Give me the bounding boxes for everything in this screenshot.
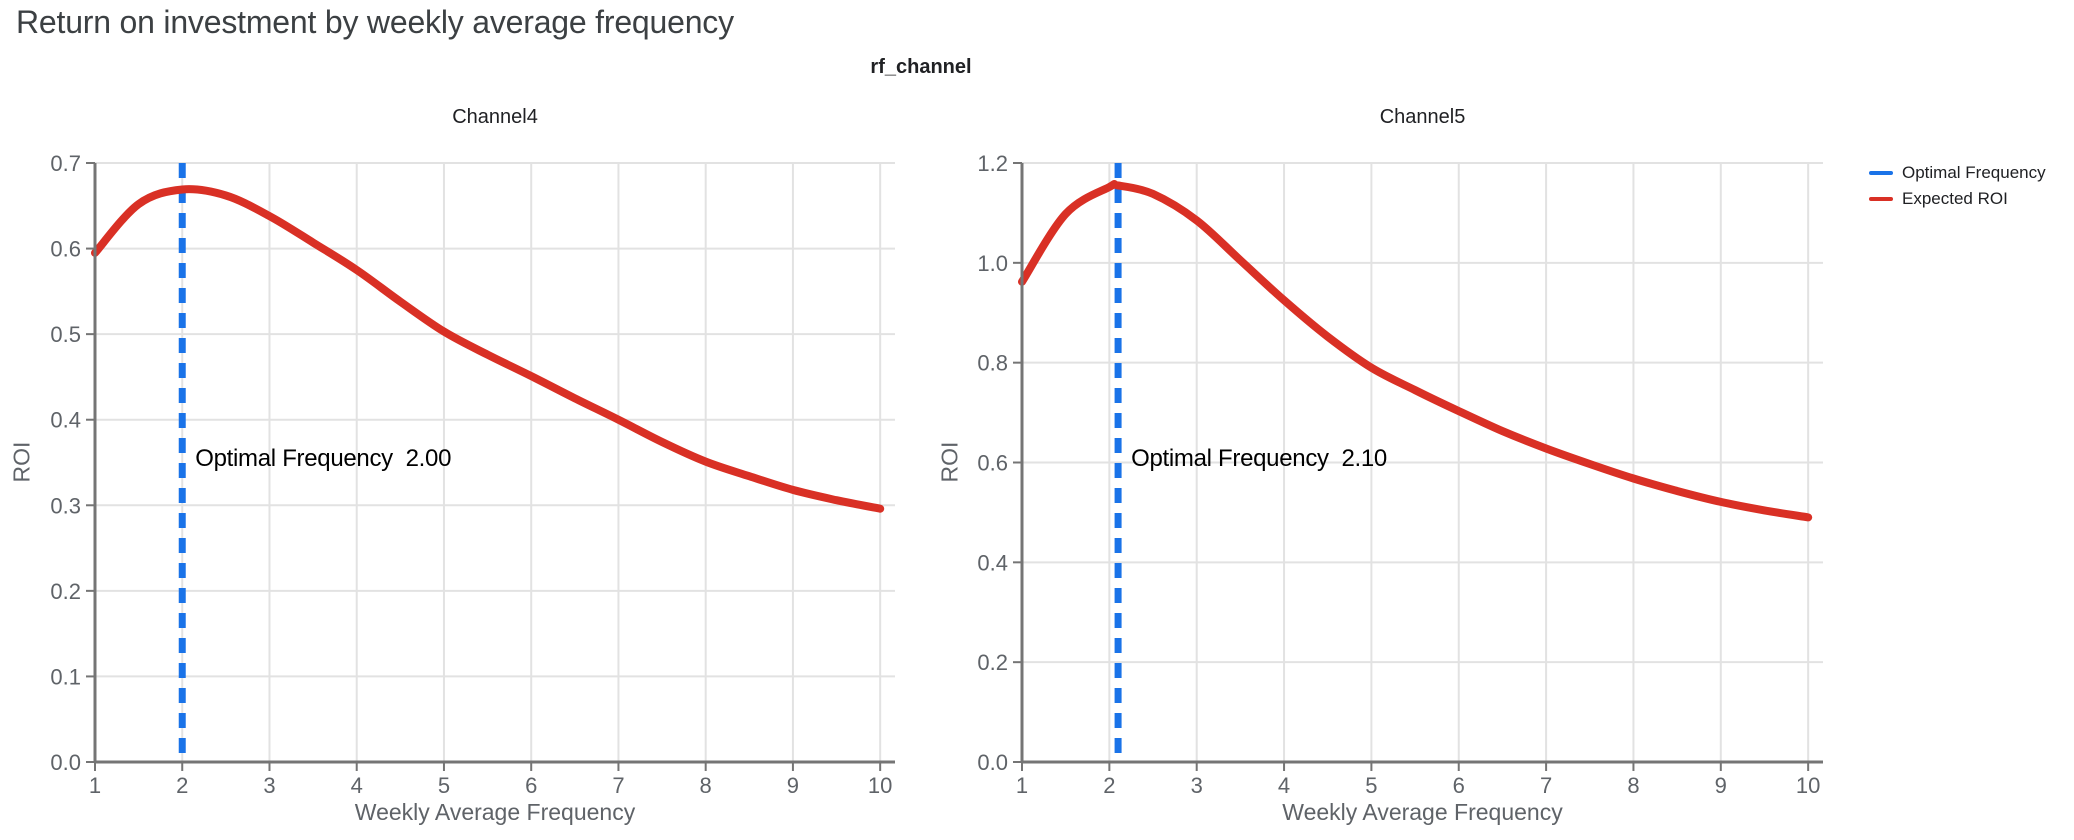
page-title: Return on investment by weekly average f… — [16, 4, 734, 40]
x-tick-label: 1 — [1016, 773, 1028, 798]
x-axis-title-channel4: Weekly Average Frequency — [354, 799, 636, 825]
y-tick-label: 0.4 — [977, 550, 1008, 575]
figure-title: rf_channel — [870, 56, 972, 78]
x-tick-label: 10 — [868, 773, 892, 798]
y-tick-label: 0.8 — [977, 351, 1008, 376]
legend-label: Expected ROI — [1902, 189, 2008, 208]
y-tick-label: 0.2 — [977, 650, 1008, 675]
y-tick-label: 0.0 — [977, 750, 1008, 775]
y-tick-label: 0.3 — [50, 493, 81, 518]
y-tick-label: 0.5 — [50, 322, 81, 347]
y-tick-label: 1.0 — [977, 251, 1008, 276]
x-tick-label: 1 — [89, 773, 101, 798]
x-tick-label: 5 — [438, 773, 450, 798]
x-tick-label: 4 — [1278, 773, 1290, 798]
x-tick-label: 8 — [1627, 773, 1639, 798]
x-tick-label: 4 — [351, 773, 363, 798]
x-tick-label: 10 — [1796, 773, 1820, 798]
optimal-frequency-swatch-icon — [1869, 171, 1893, 175]
legend-item-optimal-frequency[interactable]: Optimal Frequency — [1869, 160, 2046, 186]
y-tick-label: 0.1 — [50, 664, 81, 689]
y-tick-label: 0.4 — [50, 408, 81, 433]
x-tick-label: 9 — [787, 773, 799, 798]
legend-item-expected-roi[interactable]: Expected ROI — [1869, 186, 2046, 212]
x-axis-title-channel5: Weekly Average Frequency — [1282, 799, 1563, 825]
x-tick-label: 2 — [176, 773, 188, 798]
y-tick-label: 0.0 — [50, 750, 81, 775]
y-tick-label: 0.7 — [50, 151, 81, 176]
y-tick-label: 0.6 — [50, 237, 81, 262]
x-tick-label: 8 — [700, 773, 712, 798]
x-tick-label: 2 — [1103, 773, 1115, 798]
y-tick-label: 0.6 — [977, 451, 1008, 476]
y-tick-label: 1.2 — [977, 151, 1008, 176]
x-tick-label: 5 — [1365, 773, 1377, 798]
optimal-frequency-annotation: Optimal Frequency 2.00 — [195, 445, 451, 472]
x-tick-label: 7 — [1540, 773, 1552, 798]
x-tick-label: 3 — [263, 773, 275, 798]
expected-roi-swatch-icon — [1869, 197, 1893, 201]
x-tick-label: 3 — [1191, 773, 1203, 798]
y-tick-label: 0.2 — [50, 579, 81, 604]
y-axis-title-channel5: ROI — [936, 441, 963, 483]
subplot-title-channel4: Channel4 — [452, 106, 538, 128]
y-axis-title-channel4: ROI — [8, 441, 35, 483]
subplot-title-channel5: Channel5 — [1379, 106, 1466, 128]
x-tick-label: 7 — [612, 773, 624, 798]
x-tick-label: 9 — [1715, 773, 1727, 798]
expected-roi-curve — [1018, 180, 1813, 522]
x-tick-label: 6 — [1453, 773, 1465, 798]
x-tick-label: 6 — [525, 773, 537, 798]
legend: Optimal Frequency Expected ROI — [1869, 160, 2046, 212]
optimal-frequency-annotation: Optimal Frequency 2.10 — [1131, 445, 1387, 472]
expected-roi-curve — [91, 185, 885, 513]
legend-label: Optimal Frequency — [1902, 163, 2046, 182]
